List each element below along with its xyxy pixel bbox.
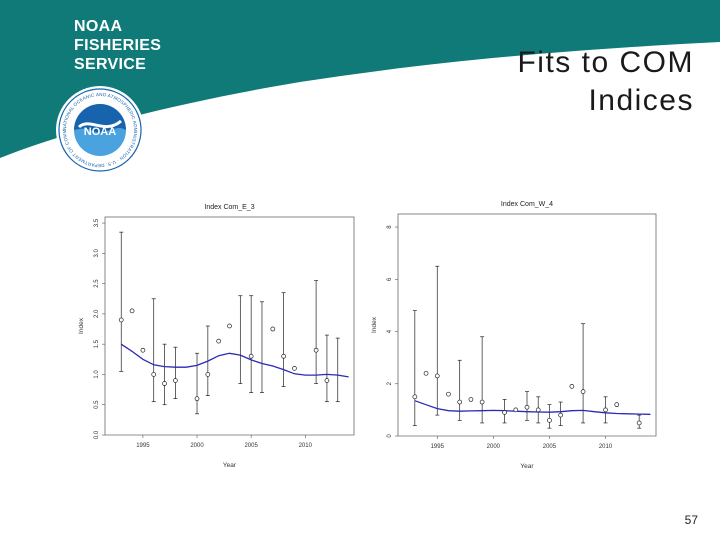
y-tick-label: 2 [387, 381, 393, 385]
logo-line-2: FISHERIES [74, 37, 162, 54]
header-teal-band [0, 0, 720, 158]
fit-line [414, 400, 651, 415]
header-background [0, 0, 720, 158]
observed-point [281, 353, 286, 359]
logo-line-3: SERVICE [74, 56, 147, 73]
observed-point [614, 402, 620, 408]
observed-point [513, 407, 519, 413]
x-tick-label: 2005 [244, 443, 258, 449]
observed-point [270, 326, 276, 332]
observed-point [502, 410, 507, 415]
y-tick-label: 4 [387, 329, 393, 333]
chart-com-w-4: Index Com_W_4 0 2 4 6 8 1995 2000 2005 2010 Year In… [371, 201, 657, 470]
x-axis-label: Year [520, 463, 534, 470]
x-tick-label: 2005 [543, 444, 557, 450]
noaa-seal-logo: NOAA NATIONAL OCEANIC AND ATMOSPHERIC AD… [55, 85, 144, 174]
observed-point [205, 372, 211, 377]
x-tick-label: 2000 [487, 444, 501, 450]
seal-label: NOAA [84, 126, 116, 138]
slide-title-line-2: Indices [588, 84, 694, 117]
observed-point [569, 384, 575, 389]
observed-point [248, 353, 254, 359]
observed-point [151, 372, 157, 377]
chart-title: Index Com_E_3 [204, 204, 254, 211]
y-tick-label: 2.0 [94, 309, 100, 318]
observed-point [412, 394, 418, 400]
y-axis-label: Index [78, 317, 85, 334]
y-tick-label: 1.0 [94, 370, 100, 379]
observed-point [434, 373, 440, 379]
y-tick-label: 6 [387, 277, 393, 281]
observed-point [140, 347, 146, 353]
observed-point [524, 404, 530, 410]
x-tick-label: 2010 [599, 444, 613, 450]
x-tick-label: 1995 [431, 444, 445, 450]
observed-point [216, 338, 222, 344]
x-tick-label: 1995 [136, 443, 150, 449]
x-tick-label: 2010 [299, 443, 313, 449]
y-tick-label: 0.5 [94, 400, 100, 409]
observed-point [227, 323, 232, 329]
observed-point [603, 407, 608, 413]
observed-point [292, 366, 297, 371]
y-tick-label: 3.0 [94, 249, 100, 258]
observed-point [457, 399, 463, 405]
observed-point [446, 391, 451, 397]
slide-title: Fits to COM Indices [517, 44, 694, 120]
observed-point [162, 381, 167, 386]
slide-title-line-1: Fits to COM [517, 46, 694, 79]
observed-point [324, 378, 330, 383]
y-tick-label: 0 [387, 434, 393, 438]
y-tick-label: 1.5 [94, 339, 100, 348]
observed-point [580, 389, 586, 394]
observed-point [535, 407, 541, 413]
y-tick-label: 0.0 [94, 430, 100, 439]
observed-point [173, 378, 178, 383]
observed-point [194, 396, 200, 402]
x-tick-label: 2000 [190, 443, 204, 449]
chart-title: Index Com_W_4 [501, 201, 553, 208]
observed-point [636, 420, 642, 426]
logo-line-1: NOAA [74, 18, 123, 35]
observed-point [423, 370, 429, 376]
observed-point [558, 412, 564, 418]
observed-point [479, 399, 485, 405]
observed-point [547, 417, 552, 423]
noaa-fisheries-logo: NOAA FISHERIES SERVICE [74, 17, 161, 74]
observed-point [118, 317, 124, 323]
y-axis-label: Index [371, 316, 378, 333]
fit-line [120, 343, 349, 378]
y-tick-label: 3.5 [94, 218, 100, 227]
x-axis-label: Year [223, 462, 237, 469]
y-tick-label: 2.5 [94, 279, 100, 288]
chart-com-e-3: Index Com_E_3 0.0 0.5 1.0 1.5 2.0 2.5 3.0 3.5 199… [78, 204, 355, 469]
observed-point [313, 347, 319, 353]
page-number: 57 [684, 513, 698, 527]
observed-point [129, 308, 135, 314]
y-tick-label: 8 [387, 225, 393, 229]
observed-point [468, 397, 474, 402]
